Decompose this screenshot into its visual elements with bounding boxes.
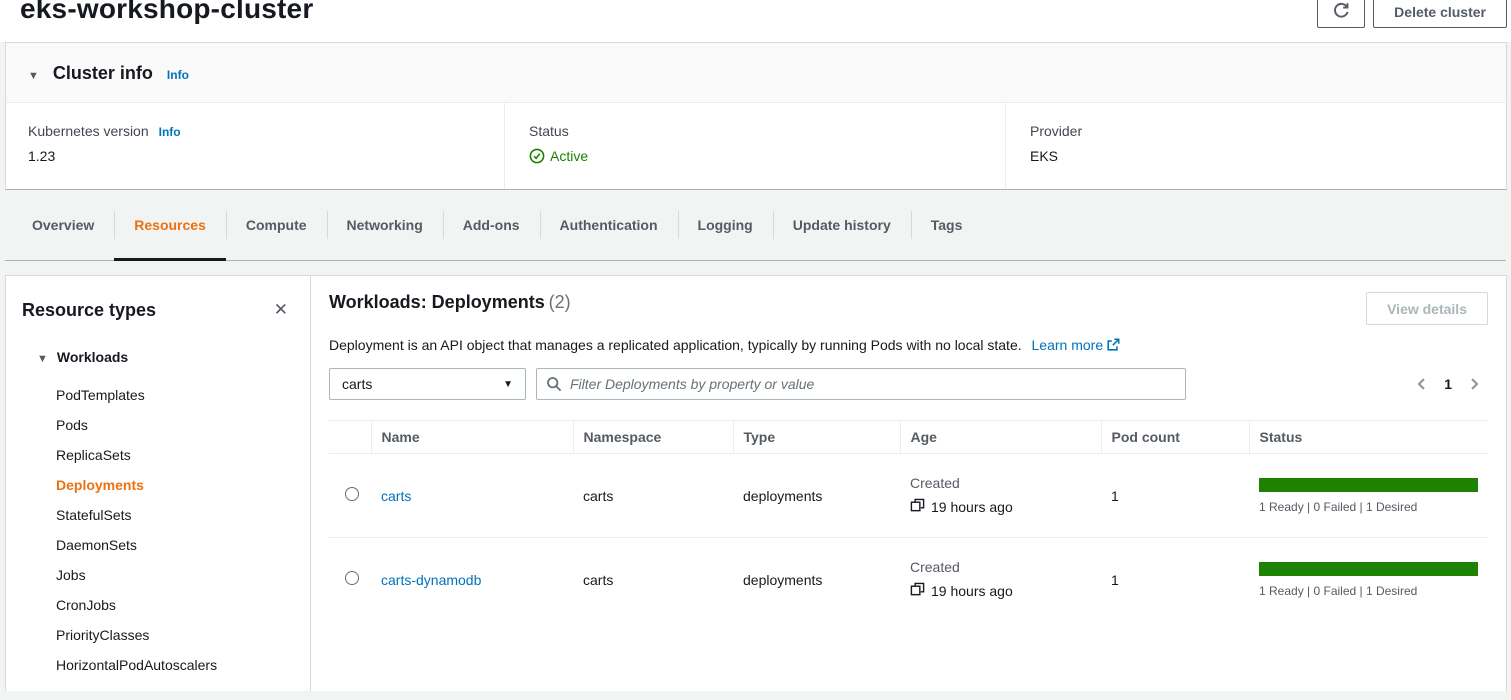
sidebar-item-deployments[interactable]: Deployments	[56, 477, 144, 493]
provider-value: EKS	[1030, 148, 1059, 164]
header-actions: Delete cluster	[1317, 0, 1507, 28]
namespace-cell: carts	[583, 487, 614, 504]
deployment-name-link[interactable]: carts	[381, 487, 412, 504]
next-page-icon[interactable]	[1466, 376, 1482, 392]
page-header: eks-workshop-cluster Delete cluster	[0, 0, 1511, 42]
search-box	[536, 368, 1186, 400]
cluster-info-header[interactable]: ▼ Cluster info Info	[6, 43, 1506, 103]
row-radio[interactable]	[345, 487, 359, 501]
header-status[interactable]: Status	[1248, 420, 1488, 454]
page-title: eks-workshop-cluster	[20, 0, 314, 24]
status-text: 1 Ready | 0 Failed | 1 Desired	[1259, 583, 1418, 598]
row-radio[interactable]	[345, 571, 359, 586]
namespace-cell: carts	[583, 571, 614, 588]
status-field: Status Active	[504, 103, 1005, 189]
tree-caret-icon[interactable]: ▼	[37, 353, 48, 365]
age-created-label: Created	[910, 475, 960, 491]
deployments-description: Deployment is an API object that manages…	[329, 337, 1022, 353]
tab-logging[interactable]: Logging	[677, 190, 773, 260]
tab-networking[interactable]: Networking	[326, 190, 443, 260]
delete-cluster-button[interactable]: Delete cluster	[1373, 0, 1507, 28]
close-icon[interactable]: ✕	[273, 300, 288, 319]
external-link-icon	[1106, 338, 1120, 355]
status-text: 1 Ready | 0 Failed | 1 Desired	[1259, 499, 1418, 514]
type-cell: deployments	[743, 571, 823, 588]
tab-add-ons[interactable]: Add-ons	[442, 190, 540, 260]
table-row: carts carts deployments Created	[329, 454, 1488, 538]
search-input[interactable]	[536, 368, 1186, 400]
tree-group-label: Workloads	[56, 349, 129, 365]
header-pod-count[interactable]: Pod count	[1100, 420, 1249, 454]
deployments-count: (2)	[548, 292, 571, 312]
kubernetes-version-info-link[interactable]: Info	[158, 125, 181, 139]
deployments-title: Workloads: Deployments	[329, 292, 545, 312]
resource-types-title: Resource types	[22, 299, 157, 320]
age-created-label: Created	[910, 559, 960, 576]
learn-more-link[interactable]: Learn more	[1031, 337, 1104, 353]
tab-authentication[interactable]: Authentication	[539, 190, 678, 260]
provider-field: Provider EKS	[1005, 103, 1506, 189]
sidebar-item-jobs[interactable]: Jobs	[56, 567, 86, 583]
tree-group-workloads[interactable]: ▼ Workloads	[22, 349, 294, 380]
refresh-icon	[1333, 2, 1350, 22]
age-value: 19 hours ago	[931, 583, 1013, 600]
previous-page-icon[interactable]	[1414, 376, 1430, 392]
tab-overview[interactable]: Overview	[32, 217, 95, 233]
deployments-heading: Workloads: Deployments (2)	[329, 292, 571, 313]
table-row: carts-dynamodb carts deployments Created	[329, 537, 1488, 622]
view-details-button[interactable]: View details	[1366, 292, 1488, 325]
age-value: 19 hours ago	[931, 499, 1013, 515]
status-label: Status	[529, 123, 569, 139]
check-circle-icon	[529, 148, 545, 164]
copy-icon[interactable]	[910, 582, 925, 600]
sidebar-item-podtemplates[interactable]: PodTemplates	[56, 387, 145, 403]
header-name[interactable]: Name	[370, 420, 573, 454]
tab-compute[interactable]: Compute	[225, 190, 327, 260]
sidebar-item-pods[interactable]: Pods	[56, 417, 88, 433]
cluster-info-body: Kubernetes version Info 1.23 Status Acti…	[6, 103, 1506, 189]
cluster-tabs: Overview Resources Compute Networking Ad…	[5, 190, 1506, 261]
sidebar-item-horizontalpodautoscalers[interactable]: HorizontalPodAutoscalers	[56, 657, 218, 673]
header-namespace[interactable]: Namespace	[572, 420, 733, 454]
filter-row: carts ▼ 1	[329, 368, 1488, 400]
collapse-caret-icon[interactable]: ▼	[28, 70, 39, 82]
header-age[interactable]: Age	[899, 420, 1101, 454]
sidebar-item-cronjobs[interactable]: CronJobs	[56, 597, 116, 613]
sidebar-item-statefulsets[interactable]: StatefulSets	[56, 507, 132, 523]
namespace-filter-value: carts	[342, 376, 373, 392]
cluster-info-info-link[interactable]: Info	[166, 68, 189, 82]
sidebar-item-priorityclasses[interactable]: PriorityClasses	[56, 627, 150, 643]
pagination: 1	[1414, 376, 1488, 392]
chevron-down-icon: ▼	[503, 378, 513, 390]
kubernetes-version-field: Kubernetes version Info 1.23	[6, 103, 504, 189]
type-cell: deployments	[743, 487, 823, 504]
cluster-info-panel: ▼ Cluster info Info Kubernetes version I…	[5, 42, 1507, 190]
pod-count-cell: 1	[1111, 487, 1119, 504]
tab-resources[interactable]: Resources	[114, 190, 226, 261]
sidebar-item-replicasets[interactable]: ReplicaSets	[56, 447, 131, 463]
status-bar	[1259, 477, 1478, 492]
tab-tags[interactable]: Tags	[910, 190, 983, 260]
resource-types-sidebar: Resource types ✕ ▼ Workloads PodTemplate…	[6, 276, 311, 691]
status-bar	[1259, 561, 1478, 576]
namespace-filter-dropdown[interactable]: carts ▼	[329, 368, 526, 400]
refresh-button[interactable]	[1317, 0, 1366, 28]
pod-count-cell: 1	[1111, 571, 1119, 588]
tab-update-history[interactable]: Update history	[772, 190, 911, 260]
kubernetes-version-value: 1.23	[28, 148, 56, 164]
provider-label: Provider	[1030, 123, 1083, 139]
kubernetes-version-label: Kubernetes version	[28, 123, 149, 139]
sidebar-item-daemonsets[interactable]: DaemonSets	[56, 537, 137, 553]
deployments-main: Workloads: Deployments (2) View details …	[311, 276, 1506, 691]
resource-types-tree: ▼ Workloads PodTemplates Pods ReplicaSet…	[22, 349, 294, 680]
deployments-table: Name Namespace Type Age Pod count Status…	[329, 420, 1488, 622]
header-select	[329, 420, 371, 454]
resources-panel: Resource types ✕ ▼ Workloads PodTemplate…	[5, 275, 1507, 691]
copy-icon[interactable]	[910, 498, 925, 516]
status-value: Active	[550, 148, 589, 164]
deployment-name-link[interactable]: carts-dynamodb	[381, 571, 482, 588]
current-page[interactable]: 1	[1444, 376, 1452, 392]
header-type[interactable]: Type	[732, 420, 900, 454]
cluster-info-title: Cluster info	[52, 63, 153, 83]
